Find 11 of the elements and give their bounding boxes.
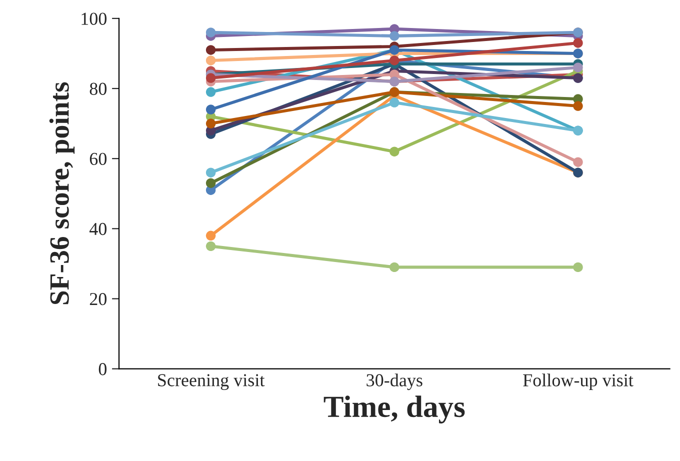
x-tick-label: Follow-up visit — [523, 374, 634, 390]
y-tick-label: 0 — [98, 363, 107, 376]
x-axis-title: Time, days — [324, 396, 465, 424]
y-tick-label: 40 — [89, 222, 107, 236]
y-axis-title: SF-36 score, points — [49, 82, 75, 304]
x-tick-label: 30-days — [366, 374, 422, 390]
y-tick-label: 20 — [90, 292, 107, 306]
y-tick-label: 80 — [90, 82, 107, 95]
y-tick-label: 100 — [82, 12, 107, 25]
y-tick-label: 60 — [90, 152, 107, 166]
x-tick-label: Screening visit — [158, 374, 265, 390]
